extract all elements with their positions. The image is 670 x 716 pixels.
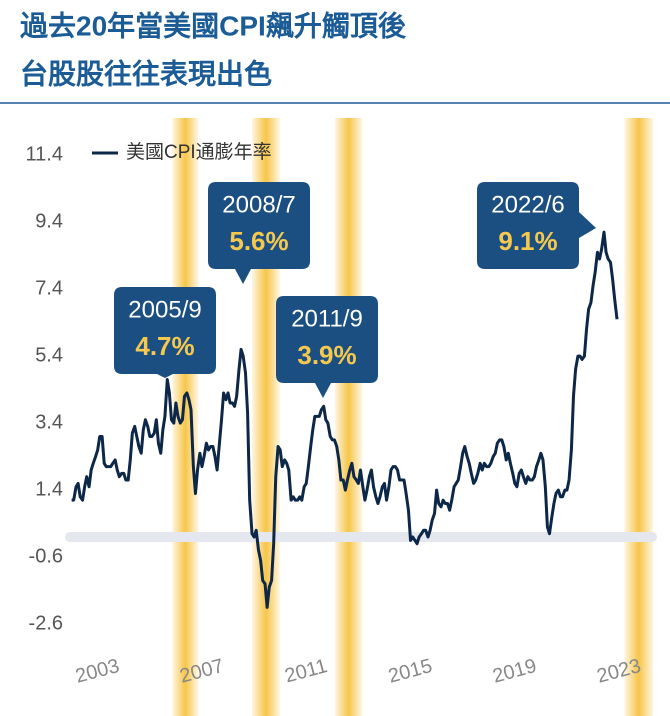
annotation-value: 5.6% [229, 226, 288, 256]
annotation-box [276, 296, 378, 398]
y-tick-label: 5.4 [35, 344, 63, 366]
x-tick-label: 2003 [73, 655, 122, 688]
annotation-date: 2022/6 [491, 191, 564, 218]
y-tick-label: 9.4 [35, 210, 63, 232]
x-tick-label: 2019 [490, 655, 539, 688]
y-tick-label: 3.4 [35, 411, 63, 433]
annotation: 2011/9 3.9% [276, 296, 378, 398]
highlight-band [334, 118, 363, 716]
annotation-date: 2008/7 [222, 191, 295, 218]
annotation-value: 4.7% [135, 331, 194, 361]
legend-label: 美國CPI通膨年率 [126, 141, 272, 163]
y-tick-label: 11.4 [26, 143, 63, 165]
x-tick-label: 2015 [386, 655, 435, 688]
annotation-value: 9.1% [498, 226, 557, 256]
annotation: 2008/7 5.6% [208, 182, 310, 284]
y-tick-label: -2.6 [29, 612, 63, 634]
highlight [624, 118, 653, 716]
annotation-box [208, 182, 310, 284]
highlight [334, 118, 363, 716]
y-tick-label: -0.6 [29, 545, 63, 567]
annotation-box [477, 182, 596, 269]
y-tick-label: 1.4 [35, 478, 63, 500]
chart-title: 台股股往往表現出色 [20, 57, 272, 89]
annotation-date: 2011/9 [291, 305, 363, 332]
highlight-band [624, 118, 653, 716]
annotation: 2005/9 4.7% [114, 287, 216, 378]
annotation-date: 2005/9 [128, 296, 201, 323]
chart-title: 過去20年當美國CPI飆升觸頂後 [20, 9, 407, 41]
x-tick-label: 2011 [282, 655, 329, 687]
annotation: 2022/6 9.1% [477, 182, 596, 269]
annotation-box [114, 287, 216, 378]
highlight-band [172, 118, 199, 716]
series-line [71, 230, 619, 609]
y-tick-label: 7.4 [35, 277, 63, 299]
annotation-value: 3.9% [297, 340, 356, 370]
highlight [172, 118, 199, 716]
